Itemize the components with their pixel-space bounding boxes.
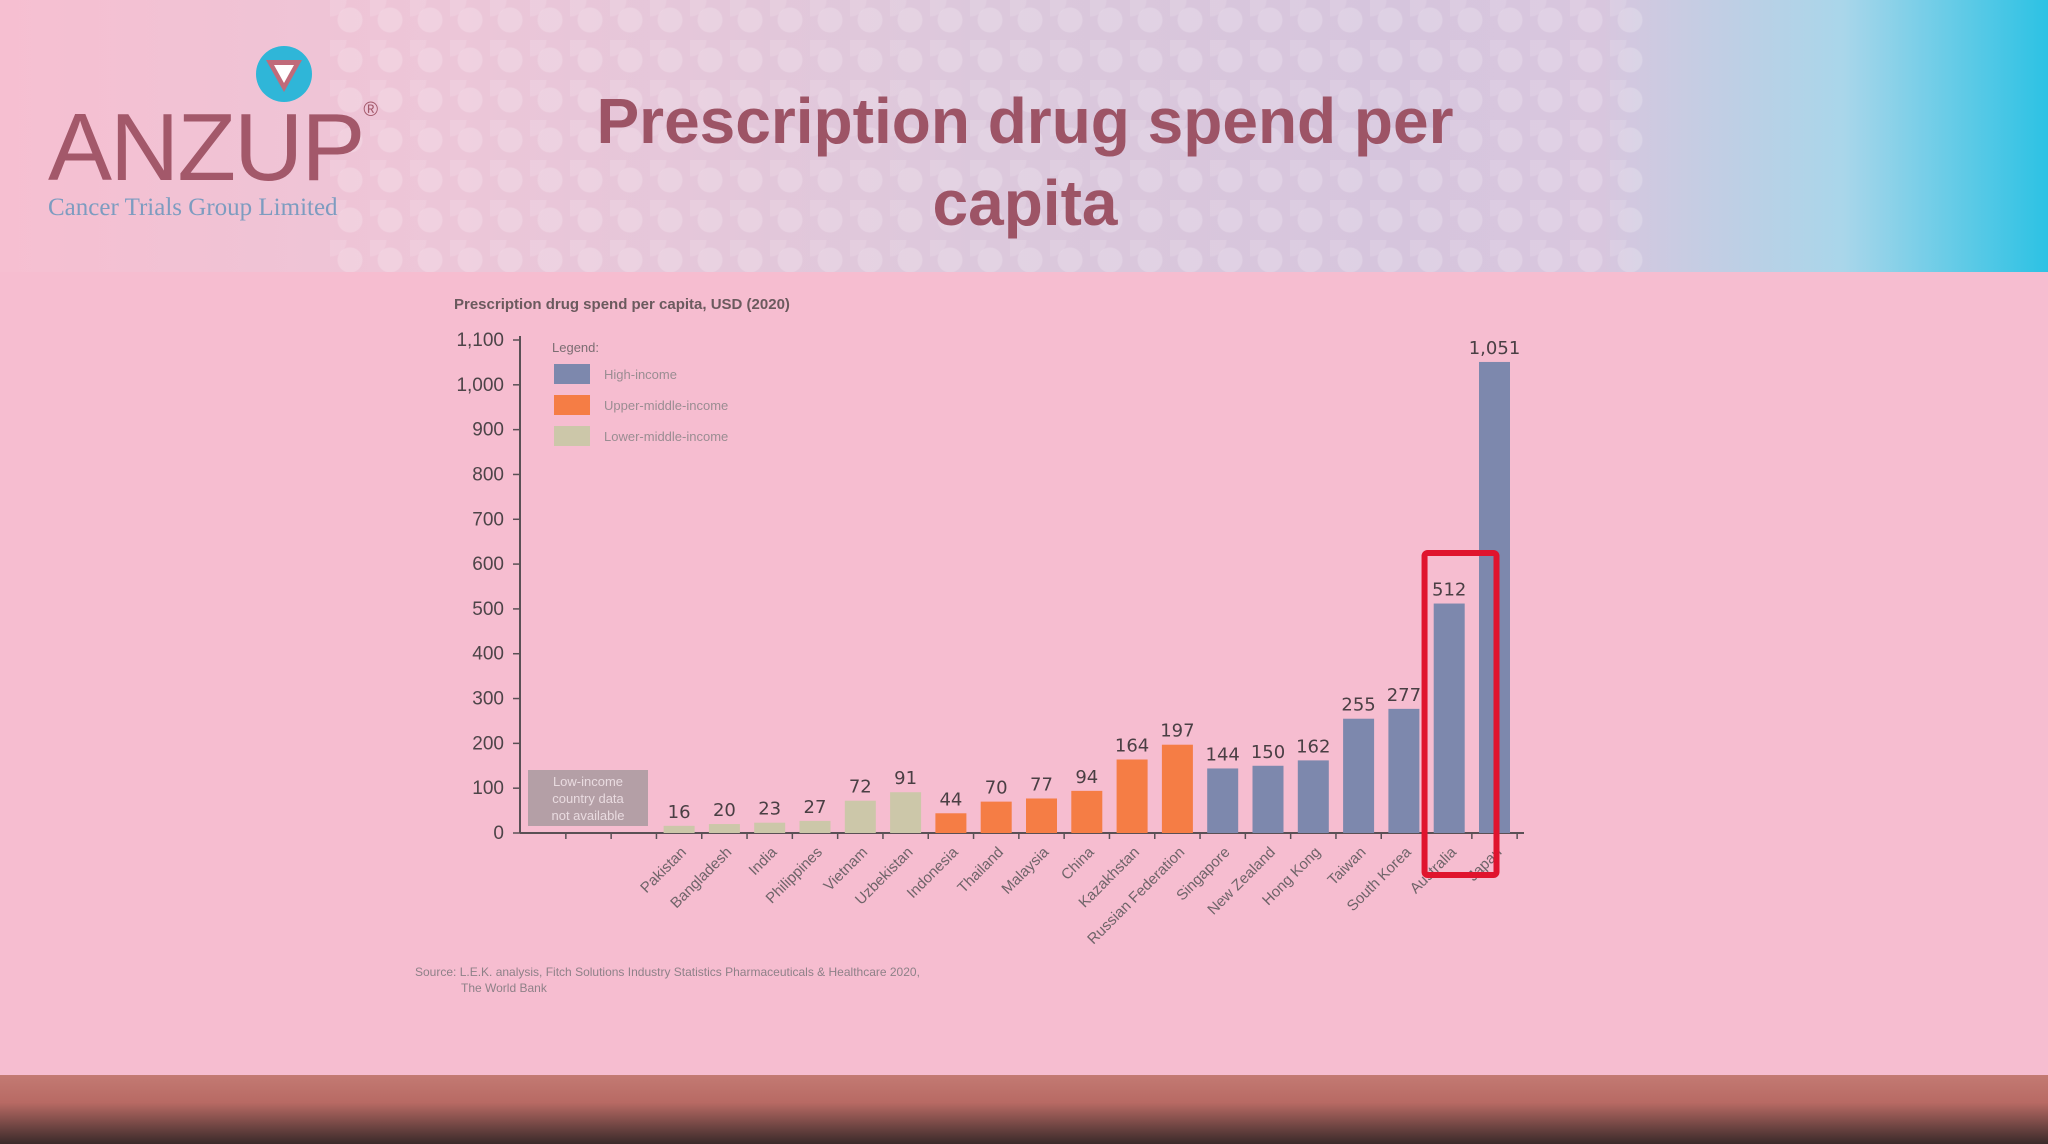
y-tick-label: 200	[472, 733, 504, 754]
bar	[708, 824, 740, 833]
bar-value-label: 16	[668, 802, 691, 823]
bar-value-label: 77	[1030, 774, 1053, 795]
bar	[980, 801, 1012, 833]
note-text: country data	[552, 791, 624, 806]
logo-subtitle: Cancer Trials Group Limited	[48, 194, 338, 221]
bar	[890, 792, 922, 833]
bar-value-label: 512	[1432, 580, 1466, 601]
bar-value-label: 144	[1206, 744, 1240, 765]
bar	[1388, 708, 1420, 833]
bar-value-label: 27	[804, 797, 827, 818]
x-tick-label: Taiwan	[1324, 844, 1369, 889]
bottom-band	[0, 1075, 2048, 1144]
note-text: Low-income	[553, 774, 623, 789]
bar	[799, 820, 831, 833]
bar-value-label: 162	[1296, 736, 1330, 757]
note-box	[528, 770, 648, 826]
chart-title: Prescription drug spend per capita, USD …	[454, 296, 790, 313]
bar	[1207, 768, 1239, 833]
bar-value-label: 44	[939, 789, 962, 810]
y-tick-label: 1,100	[456, 330, 504, 351]
bar	[1026, 798, 1057, 833]
y-tick-label: 300	[472, 689, 504, 710]
source-line-1: Source: L.E.K. analysis, Fitch Solutions…	[415, 965, 920, 979]
y-tick-label: 400	[472, 644, 504, 665]
bar-value-label: 164	[1115, 735, 1149, 756]
y-tick-label: 800	[472, 464, 504, 485]
legend-swatch	[554, 395, 590, 415]
bar-value-label: 23	[758, 799, 781, 820]
y-tick-label: 500	[472, 599, 504, 620]
slide-background	[0, 0, 2048, 1075]
bar-value-label: 277	[1387, 685, 1421, 706]
bar-value-label: 150	[1251, 742, 1285, 763]
y-tick-label: 700	[472, 509, 504, 530]
x-tick-label: Thailand	[954, 844, 1007, 897]
x-tick-label: China	[1058, 843, 1098, 883]
y-tick-label: 0	[493, 823, 504, 844]
bar	[1433, 603, 1465, 833]
logo-name: ANZUP®	[48, 94, 378, 201]
legend-title: Legend:	[552, 340, 599, 355]
x-tick-label: Australia	[1407, 843, 1461, 897]
bar	[663, 825, 695, 833]
x-tick-label: Malaysia	[998, 843, 1052, 897]
bar-value-label: 1,051	[1469, 338, 1521, 359]
bar-value-label: 94	[1075, 767, 1098, 788]
bar	[1252, 765, 1284, 833]
bar	[1071, 790, 1103, 833]
legend-swatch	[554, 364, 590, 384]
anzup-logo: ANZUP® Cancer Trials Group Limited	[40, 40, 380, 230]
y-tick-label: 100	[472, 778, 504, 799]
header-band	[0, 0, 2048, 272]
source-note: Source: L.E.K. analysis, Fitch Solutions…	[415, 964, 975, 996]
bar-value-label: 72	[849, 777, 872, 798]
y-tick-label: 1,000	[456, 375, 504, 396]
legend-label: Lower-middle-income	[604, 429, 728, 444]
legend-label: High-income	[604, 367, 677, 382]
bar	[1161, 744, 1193, 833]
bar	[754, 822, 786, 833]
highlight-box	[1421, 550, 1500, 878]
bar-value-label: 70	[985, 778, 1008, 799]
slide-title: Prescription drug spend per capita	[596, 85, 1454, 239]
logo-mark-icon	[256, 46, 312, 102]
y-tick-label: 600	[472, 554, 504, 575]
bar-value-label: 255	[1341, 695, 1375, 716]
x-tick-label: India	[746, 843, 781, 878]
source-line-2: The World Bank	[461, 981, 547, 995]
bar	[1297, 760, 1329, 833]
registered-mark: ®	[363, 99, 378, 121]
bar	[844, 800, 876, 833]
note-text: not available	[552, 808, 625, 823]
bar-value-label: 197	[1160, 721, 1194, 742]
bar	[935, 813, 967, 833]
bar	[1343, 718, 1375, 833]
bar-value-label: 20	[713, 800, 736, 821]
legend-label: Upper-middle-income	[604, 398, 728, 413]
bar	[1116, 759, 1148, 833]
legend-swatch	[554, 426, 590, 446]
bar-value-label: 91	[894, 768, 917, 789]
header-pattern	[330, 0, 1650, 272]
y-tick-label: 900	[472, 420, 504, 441]
